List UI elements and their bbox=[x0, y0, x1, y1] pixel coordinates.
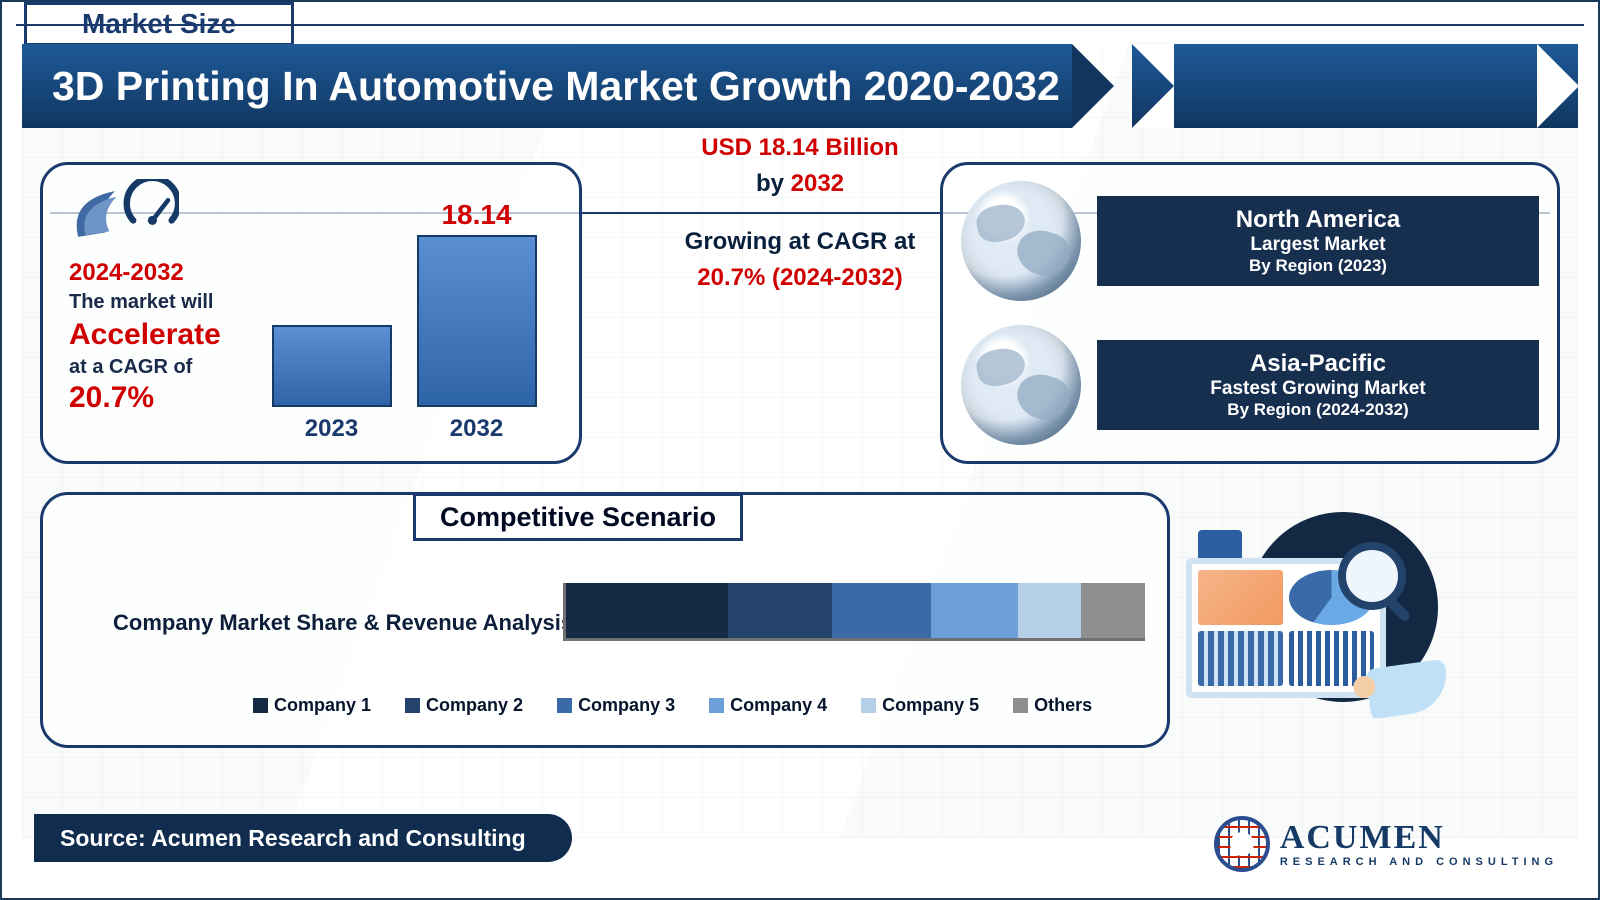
accel-line2: at a CAGR of bbox=[69, 356, 249, 379]
bar-column: 2023 bbox=[272, 289, 392, 443]
stacked-bar-chart bbox=[563, 583, 1145, 641]
region-label: North AmericaLargest MarketBy Region (20… bbox=[1097, 196, 1539, 286]
top-rule bbox=[16, 24, 1584, 26]
magnifier-icon bbox=[1334, 538, 1424, 628]
accel-cagr: 20.7% bbox=[69, 381, 249, 415]
accel-line1: The market will bbox=[69, 291, 249, 314]
legend-label: Company 1 bbox=[274, 695, 371, 716]
legend-swatch bbox=[1013, 698, 1028, 713]
legend-swatch bbox=[709, 698, 724, 713]
accel-period: 2024-2032 bbox=[69, 259, 249, 287]
ms-highlight1: USD 18.14 Billion bbox=[2, 130, 1598, 166]
stack-segment bbox=[728, 583, 832, 638]
logo-text: ACUMEN RESEARCH AND CONSULTING bbox=[1280, 821, 1558, 868]
analytics-graphic bbox=[1168, 512, 1448, 722]
legend-label: Company 4 bbox=[730, 695, 827, 716]
region-sub2: By Region (2023) bbox=[1111, 256, 1525, 276]
competitive-title: Competitive Scenario bbox=[440, 502, 716, 533]
bar-rect bbox=[417, 235, 537, 407]
competitive-subtitle: Company Market Share & Revenue Analysis bbox=[113, 610, 573, 636]
legend-label: Company 2 bbox=[426, 695, 523, 716]
stack-segment bbox=[832, 583, 930, 638]
legend-label: Company 5 bbox=[882, 695, 979, 716]
legend-item: Others bbox=[1013, 695, 1092, 716]
region-label: Asia-PacificFastest Growing MarketBy Reg… bbox=[1097, 340, 1539, 430]
chart-legend: Company 1 Company 2 Company 3 Company 4 Comp… bbox=[253, 695, 1092, 716]
logo-globe-icon bbox=[1214, 816, 1270, 872]
brand-logo: ACUMEN RESEARCH AND CONSULTING bbox=[1214, 816, 1558, 872]
stack-segment bbox=[1018, 583, 1082, 638]
legend-item: Company 5 bbox=[861, 695, 979, 716]
region-row: North AmericaLargest MarketBy Region (20… bbox=[961, 181, 1539, 301]
region-name: Asia-Pacific bbox=[1111, 350, 1525, 378]
legend-label: Company 3 bbox=[578, 695, 675, 716]
legend-label: Others bbox=[1034, 695, 1092, 716]
mini-chart-2 bbox=[1198, 631, 1283, 686]
source-pill: Source: Acumen Research and Consulting bbox=[34, 814, 572, 862]
legend-swatch bbox=[253, 698, 268, 713]
legend-swatch bbox=[861, 698, 876, 713]
globe-icon bbox=[961, 181, 1081, 301]
legend-item: Company 1 bbox=[253, 695, 371, 716]
bar-value: 18.14 bbox=[441, 199, 511, 229]
page-title: 3D Printing In Automotive Market Growth … bbox=[52, 63, 1060, 110]
accel-bar-chart: 2023 18.14 2032 bbox=[249, 175, 559, 451]
stack-segment bbox=[931, 583, 1018, 638]
ms-line3a: by bbox=[756, 170, 791, 197]
region-sub: Largest Market bbox=[1111, 234, 1525, 256]
regions-panel: North AmericaLargest MarketBy Region (20… bbox=[940, 162, 1560, 464]
ms-line3b: 2032 bbox=[791, 170, 844, 197]
competitive-title-box: Competitive Scenario bbox=[413, 493, 743, 541]
source-text: Source: Acumen Research and Consulting bbox=[60, 825, 526, 852]
region-sub: Fastest Growing Market bbox=[1111, 378, 1525, 400]
header-main: 3D Printing In Automotive Market Growth … bbox=[22, 44, 1072, 128]
stack-segment bbox=[1081, 583, 1145, 638]
competitive-panel: Competitive Scenario Company Market Shar… bbox=[40, 492, 1170, 748]
header-ribbon: 3D Printing In Automotive Market Growth … bbox=[22, 44, 1578, 128]
logo-line2: RESEARCH AND CONSULTING bbox=[1280, 857, 1558, 868]
hand-icon bbox=[1365, 659, 1451, 720]
accel-bigword: Accelerate bbox=[69, 318, 249, 352]
accelerate-text: 2024-2032 The market will Accelerate at … bbox=[69, 175, 249, 451]
mini-chart-1 bbox=[1198, 570, 1283, 625]
bar-label: 2032 bbox=[450, 415, 503, 443]
accelerate-panel: 2024-2032 The market will Accelerate at … bbox=[40, 162, 582, 464]
header-chevron bbox=[1132, 44, 1578, 128]
speedometer-icon bbox=[69, 179, 179, 249]
legend-swatch bbox=[557, 698, 572, 713]
legend-item: Company 3 bbox=[557, 695, 675, 716]
legend-swatch bbox=[405, 698, 420, 713]
bar-label: 2023 bbox=[305, 415, 358, 443]
logo-line1: ACUMEN bbox=[1280, 821, 1558, 855]
bar-rect bbox=[272, 325, 392, 407]
bar-column: 18.14 2032 bbox=[417, 199, 537, 443]
region-sub2: By Region (2024-2032) bbox=[1111, 400, 1525, 420]
globe-icon bbox=[961, 325, 1081, 445]
legend-item: Company 4 bbox=[709, 695, 827, 716]
legend-item: Company 2 bbox=[405, 695, 523, 716]
stack-segment bbox=[566, 583, 728, 638]
region-name: North America bbox=[1111, 206, 1525, 234]
region-row: Asia-PacificFastest Growing MarketBy Reg… bbox=[961, 325, 1539, 445]
